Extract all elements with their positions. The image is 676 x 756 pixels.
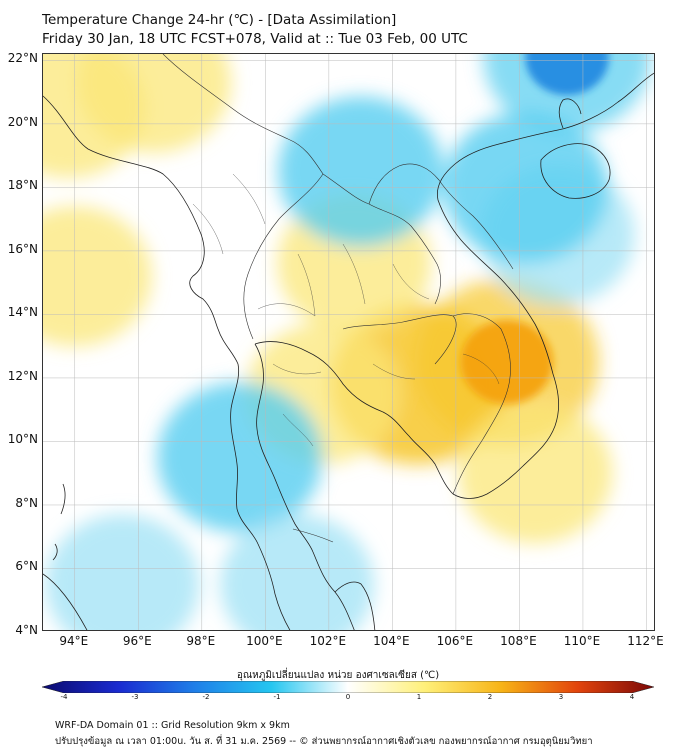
border-cambodia-vietnam <box>452 313 511 495</box>
field-region-cambodia-vietnam-warm-core <box>460 320 553 405</box>
lat-label: 10°N <box>7 432 38 447</box>
lat-label: 14°N <box>7 305 38 320</box>
map-title: Temperature Change 24-hr (℃) - [Data Ass… <box>42 12 397 28</box>
map-frame <box>42 53 655 631</box>
field-region-south-china-sea-warm <box>458 403 613 544</box>
map-canvas <box>43 54 654 630</box>
lon-label: 110°E <box>563 634 601 648</box>
lon-label: 112°E <box>627 634 664 648</box>
field-region-sumatra-cold <box>45 514 200 630</box>
graticule <box>43 54 654 630</box>
lat-label: 4°N <box>15 623 38 637</box>
lat-label: 16°N <box>7 241 38 256</box>
lon-label: 104°E <box>373 634 410 648</box>
border-thailand-malaysia <box>292 528 334 543</box>
country-borders <box>162 54 514 543</box>
coastline-sumatra <box>43 573 88 630</box>
field-region-west-myanmar-warm <box>43 54 146 178</box>
lat-label: 18°N <box>7 178 38 193</box>
coastline-andaman <box>236 508 291 630</box>
border-thailand-laos <box>322 173 441 305</box>
colorbar <box>42 681 654 693</box>
lon-label: 96°E <box>122 634 152 648</box>
field-region-laos-cold <box>278 96 444 247</box>
coastline-vietnam <box>436 72 654 499</box>
field-region-peninsula-cold <box>157 382 323 533</box>
map-subtitle: Friday 30 Jan, 18 UTC FCST+078, Valid at… <box>42 31 468 47</box>
colorbar-tick-label: 0 <box>345 693 351 701</box>
coastline-andaman-islands <box>52 483 66 561</box>
colorbar-tick-label: 2 <box>487 693 493 701</box>
coastline-leizhou <box>558 98 582 129</box>
coastline-myanmar-west <box>43 95 240 510</box>
colorbar-bar <box>42 681 654 693</box>
colorbar-tick-label: -2 <box>202 693 210 701</box>
border-thailand-cambodia <box>342 314 457 365</box>
coastline-malaysia-east <box>334 581 376 630</box>
lat-label: 22°N <box>7 51 38 66</box>
lon-label: 100°E <box>246 634 283 648</box>
lat-label: 6°N <box>15 559 38 574</box>
lon-label: 98°E <box>186 634 216 648</box>
border-myanmar-thailand <box>243 173 324 340</box>
colorbar-tick-label: -3 <box>131 693 139 701</box>
colorbar-tick-label: -1 <box>273 693 281 701</box>
field-region-andaman-sea-warm <box>43 206 152 347</box>
coastlines <box>43 72 654 630</box>
lat-label: 12°N <box>7 368 38 383</box>
coastline-gulf-west <box>254 343 355 630</box>
colorbar-tick-label: 3 <box>558 693 564 701</box>
lon-label: 102°E <box>309 634 347 648</box>
border-laos-vietnam <box>368 163 514 270</box>
temperature-field-detail <box>460 54 609 405</box>
footer-credit: ปรับปรุงข้อมูล ณ เวลา 01:00u. วัน ส. ที่… <box>55 736 593 747</box>
lat-label: 20°N <box>7 114 38 129</box>
colorbar-tick-label: 4 <box>629 693 635 701</box>
lon-label: 106°E <box>436 634 474 648</box>
colorbar-title: อุณหภูมิเปลี่ยนแปลง หน่วย องศาเซลเซียส (… <box>236 670 440 681</box>
colorbar-tick-label: 1 <box>416 693 422 701</box>
field-region-guangxi-cold <box>525 54 609 96</box>
lat-label: 8°N <box>15 495 38 510</box>
coastline-gulf-east <box>254 341 454 495</box>
colorbar-tick-label: -4 <box>60 693 68 701</box>
border-myanmar-china <box>162 54 324 175</box>
lon-label: 94°E <box>59 634 89 648</box>
field-region-malaysia-cold <box>220 514 375 630</box>
coastline-hainan <box>540 143 611 199</box>
footer-model-info: WRF-DA Domain 01 :: Grid Resolution 9km … <box>55 720 290 731</box>
lon-label: 108°E <box>500 634 537 648</box>
